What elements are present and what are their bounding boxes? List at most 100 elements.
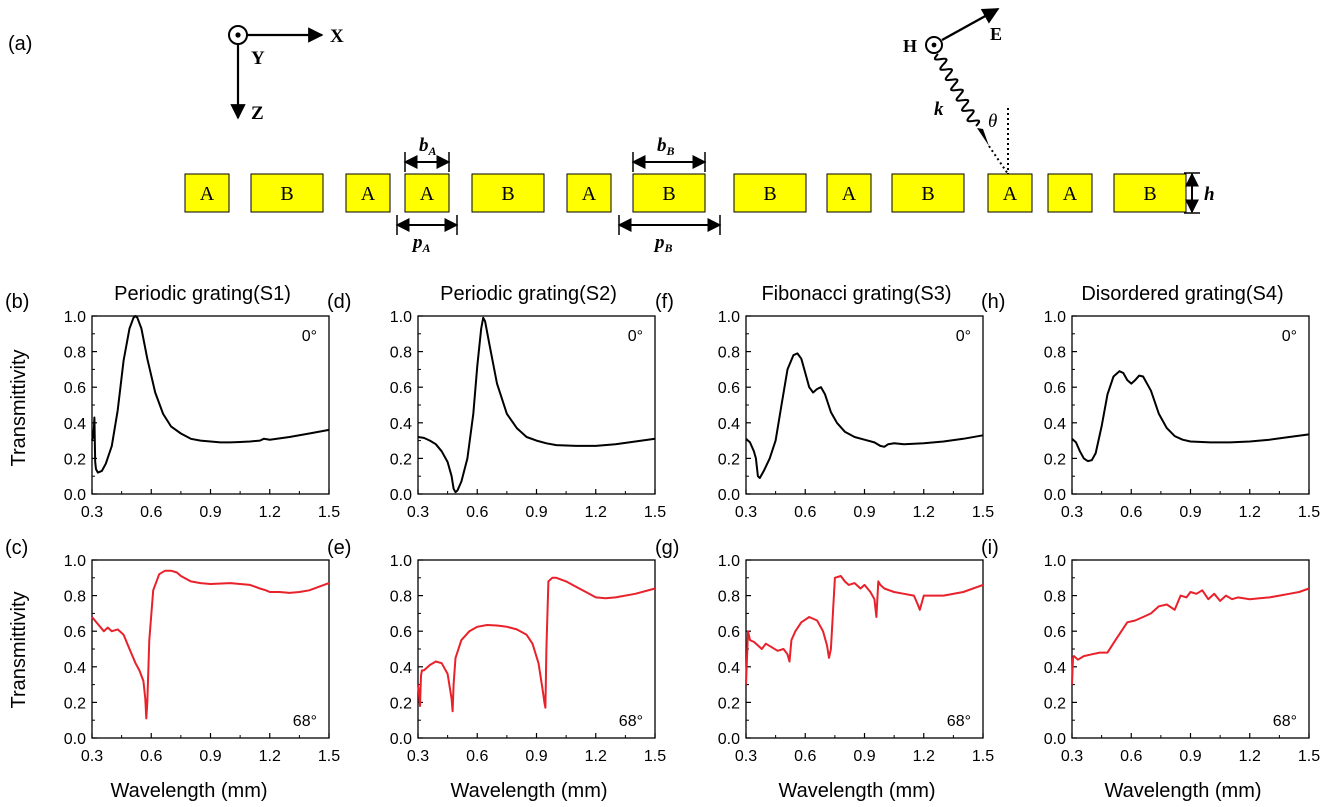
z-axis-label: Z: [251, 103, 264, 124]
chart-panel: 0.0 0.2 0.4 0.6 0.8 1.0 0.3 0.6 0.9 1.2 1.5 0° (h) Di…: [981, 283, 1320, 521]
y-tick-label: 0.8: [1044, 589, 1066, 606]
y-tick-label: 1.0: [64, 553, 86, 570]
xlabel-col-3: Wavelength (mm): [778, 780, 935, 802]
y-tick-label: 1.0: [718, 309, 740, 326]
x-tick-label: 0.3: [1061, 504, 1083, 521]
x-tick-label: 1.5: [972, 748, 994, 765]
y-tick-label: 1.0: [390, 309, 412, 326]
grating-block-label: B: [921, 183, 934, 205]
panel-label: (c): [5, 537, 28, 559]
xlabel-col-4: Wavelength (mm): [1104, 780, 1261, 802]
y-tick-label: 0.6: [718, 380, 740, 397]
y-tick-label: 0.0: [718, 487, 740, 504]
x-tick-label: 0.6: [466, 504, 488, 521]
transmittivity-curve: [745, 575, 984, 685]
x-tick-label: 1.5: [972, 504, 994, 521]
grating-block-B: [891, 173, 965, 213]
incident-direction-dotted-line: [988, 145, 1009, 175]
y-tick-label: 0.6: [718, 624, 740, 641]
y-tick-label: 1.0: [390, 553, 412, 570]
y-tick-label: 1.0: [1044, 553, 1066, 570]
grating-block-B: [632, 173, 706, 213]
incidence-angle-label: 68°: [293, 713, 317, 730]
x-tick-label: 1.2: [1239, 748, 1261, 765]
grating-block-label: A: [420, 183, 435, 205]
panel-a: (a) X Y Z H E k θ A B A A B A B B A B A A B: [8, 7, 1215, 255]
grating-block-label: A: [842, 183, 857, 205]
grating-block-label: B: [763, 183, 776, 205]
x-tick-label: 0.3: [735, 504, 757, 521]
grating-block-B: [1113, 173, 1187, 213]
grating-block-B: [250, 173, 324, 213]
x-tick-label: 0.3: [81, 504, 103, 521]
panel-title: Periodic grating(S1): [114, 283, 291, 305]
dimension-annotations: bA pA bB pB h: [395, 135, 1215, 255]
x-tick-label: 0.6: [466, 748, 488, 765]
chart-panel: 0.0 0.2 0.4 0.6 0.8 1.0 0.3 0.6 0.9 1.2 1.5 68° (i): [981, 537, 1320, 765]
incidence-angle-label: 68°: [947, 713, 971, 730]
transmittivity-curve: [417, 316, 656, 494]
grating-block-label: B: [1143, 183, 1156, 205]
x-tick-label: 0.9: [853, 504, 875, 521]
theta-label: θ: [988, 111, 997, 132]
plot-frame: [417, 315, 656, 495]
y-tick-label: 0.2: [64, 451, 86, 468]
y-tick-label: 0.4: [64, 416, 86, 433]
grating-block-A: [826, 173, 872, 213]
k-wavevector-wavy-line: [933, 53, 981, 127]
transmittivity-curve: [745, 352, 984, 479]
y-tick-label: 0.4: [390, 416, 412, 433]
bA-label: bA: [419, 135, 437, 158]
y-tick-label: 0.4: [390, 660, 412, 677]
coordinate-axes: X Y Z: [228, 25, 344, 124]
y-axis-label: Y: [251, 48, 265, 69]
grating-block-label: A: [582, 183, 597, 205]
y-tick-label: 0.2: [718, 695, 740, 712]
transmittivity-curve: [91, 315, 330, 474]
y-tick-label: 0.0: [1044, 487, 1066, 504]
x-tick-label: 1.2: [585, 504, 607, 521]
x-tick-label: 1.5: [318, 748, 340, 765]
ylabel-bottom-row: Transmittivity: [8, 591, 30, 708]
x-tick-label: 0.3: [407, 748, 429, 765]
plot-frame: [1071, 559, 1310, 739]
grating-block-A: [1047, 173, 1093, 213]
y-tick-label: 1.0: [1044, 309, 1066, 326]
x-tick-label: 0.9: [199, 748, 221, 765]
chart-panel: 0.0 0.2 0.4 0.6 0.8 1.0 0.3 0.6 0.9 1.2 1.5 0° (d) Pe…: [327, 283, 666, 521]
x-tick-label: 1.2: [913, 504, 935, 521]
panel-label: (b): [5, 291, 29, 313]
xlabel-col-2: Wavelength (mm): [450, 780, 607, 802]
y-tick-label: 0.4: [1044, 660, 1066, 677]
x-tick-label: 1.2: [259, 748, 281, 765]
grating-block-A: [566, 173, 612, 213]
chart-panel: 0.0 0.2 0.4 0.6 0.8 1.0 0.3 0.6 0.9 1.2 1.5 0° (b) Pe…: [5, 283, 340, 521]
grating-block-label: A: [200, 183, 215, 205]
x-tick-label: 1.5: [644, 748, 666, 765]
pB-label: pB: [653, 232, 673, 255]
pA-label: pA: [411, 232, 431, 255]
y-tick-label: 0.2: [718, 451, 740, 468]
x-tick-label: 0.3: [735, 748, 757, 765]
grating-block-label: A: [361, 183, 376, 205]
x-tick-label: 0.9: [1179, 748, 1201, 765]
panel-label: (e): [327, 537, 351, 559]
y-tick-label: 0.2: [390, 695, 412, 712]
y-tick-label: 0.0: [1044, 731, 1066, 748]
x-tick-label: 0.3: [1061, 748, 1083, 765]
panel-title: Periodic grating(S2): [440, 283, 617, 305]
y-tick-label: 0.6: [390, 624, 412, 641]
grating-block-A: [404, 173, 450, 213]
transmittivity-curve: [417, 576, 656, 713]
h-label: h: [1204, 184, 1215, 205]
x-axis-label: X: [330, 26, 344, 47]
incidence-angle-label: 68°: [1273, 713, 1297, 730]
y-tick-label: 0.6: [390, 380, 412, 397]
incidence-angle-label: 0°: [302, 328, 317, 345]
chart-panel: 0.0 0.2 0.4 0.6 0.8 1.0 0.3 0.6 0.9 1.2 1.5 0° (f) Fi…: [655, 283, 994, 521]
x-tick-label: 0.6: [1120, 748, 1142, 765]
x-tick-label: 0.6: [140, 748, 162, 765]
incident-wave: H E k θ: [903, 7, 1009, 175]
bB-label: bB: [657, 135, 675, 158]
y-tick-label: 0.2: [390, 451, 412, 468]
